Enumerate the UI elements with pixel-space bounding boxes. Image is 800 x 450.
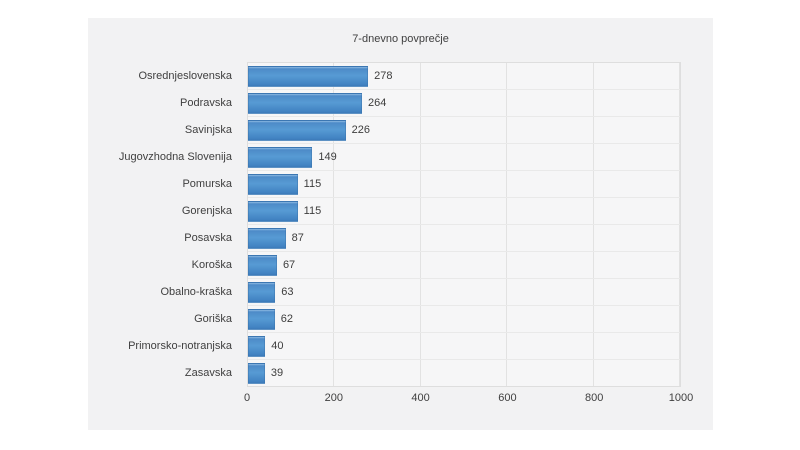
category-label: Savinjska <box>184 123 232 136</box>
chart-card: 7-dnevno povprečje Osrednjeslovenska Podr… <box>88 18 713 430</box>
x-tick-label: 0 <box>243 392 251 404</box>
category-label: Primorsko-notranjska <box>128 340 232 353</box>
bar <box>248 119 346 141</box>
bar-row: 264 <box>248 90 680 117</box>
bar <box>248 281 276 303</box>
bar <box>248 227 286 249</box>
bar <box>248 200 298 222</box>
x-axis: 0 200 400 600 800 1000 <box>243 392 693 406</box>
bar <box>248 335 266 357</box>
bar-row: 278 <box>248 63 680 90</box>
bar-row: 226 <box>248 117 680 144</box>
category-label: Gorenjska <box>181 204 232 217</box>
bar-row: 149 <box>248 144 680 171</box>
value-label: 63 <box>281 286 294 298</box>
category-label: Osrednjeslovenska <box>138 69 232 82</box>
bar-row: 67 <box>248 252 680 279</box>
value-label: 226 <box>351 124 370 136</box>
chart-title: 7-dnevno povprečje <box>352 33 449 45</box>
bar-row: 40 <box>248 333 680 360</box>
bar-row: 63 <box>248 279 680 306</box>
value-label: 62 <box>280 313 294 325</box>
bar <box>248 308 275 330</box>
x-tick-label: 200 <box>324 392 343 404</box>
bar-rows: 278 264 226 149 115 115 87 67 63 62 40 39 <box>248 63 680 386</box>
x-tick-label: 800 <box>585 392 604 404</box>
category-label: Posavska <box>184 232 232 244</box>
bar-row: 62 <box>248 306 680 333</box>
bar <box>248 362 265 384</box>
bar-row: 39 <box>248 360 680 386</box>
value-label: 87 <box>291 232 304 244</box>
category-label: Pomurska <box>182 177 232 190</box>
category-label: Goriška <box>194 313 232 326</box>
bar-row: 115 <box>248 171 680 198</box>
x-tick-label: 1000 <box>668 392 694 404</box>
bar <box>248 173 298 195</box>
bar-row: 87 <box>248 225 680 252</box>
value-label: 278 <box>374 70 393 82</box>
value-label: 149 <box>318 151 337 163</box>
value-label: 115 <box>303 205 322 217</box>
bar <box>248 65 369 87</box>
x-tick-label: 600 <box>498 392 517 404</box>
category-label: Jugovzhodna Slovenija <box>118 150 232 163</box>
category-label: Podravska <box>180 96 232 109</box>
bar <box>248 254 277 276</box>
value-label: 115 <box>303 178 322 190</box>
value-label: 39 <box>270 367 284 379</box>
category-label: Zasavska <box>184 367 232 380</box>
value-label: 264 <box>368 97 387 109</box>
bar-row: 115 <box>248 198 680 225</box>
bar <box>248 146 313 168</box>
x-tick-label: 400 <box>411 392 430 404</box>
value-label: 40 <box>271 340 284 352</box>
plot-area: 278 264 226 149 115 115 87 67 63 62 40 39 <box>247 62 681 387</box>
category-label: Koroška <box>191 259 232 272</box>
category-labels-column: Osrednjeslovenska Podravska Savinjska Jugov… <box>88 62 240 387</box>
value-label: 67 <box>282 259 296 271</box>
bar <box>248 92 363 114</box>
category-label: Obalno-kraška <box>160 286 232 299</box>
